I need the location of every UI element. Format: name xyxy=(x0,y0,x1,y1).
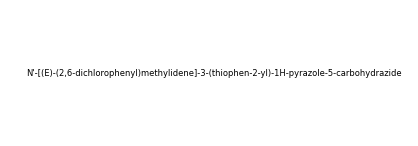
Text: N'-[(E)-(2,6-dichlorophenyl)methylidene]-3-(thiophen-2-yl)-1H-pyrazole-5-carbohy: N'-[(E)-(2,6-dichlorophenyl)methylidene]… xyxy=(26,69,402,78)
